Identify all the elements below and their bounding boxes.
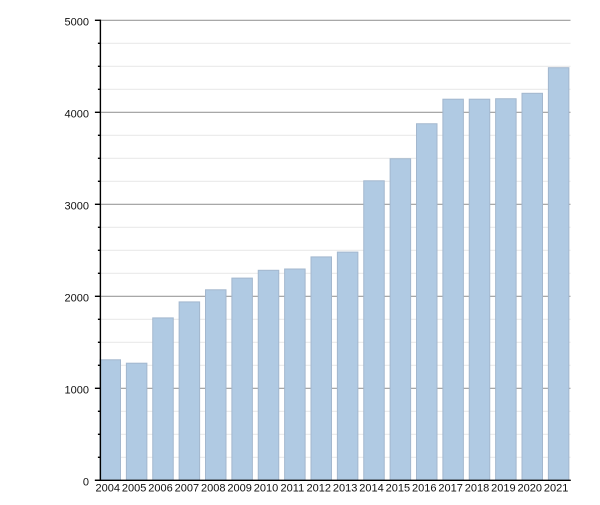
svg-text:2012: 2012 — [307, 483, 331, 495]
svg-text:2005: 2005 — [122, 483, 146, 495]
svg-text:2017: 2017 — [438, 483, 462, 495]
svg-text:2004: 2004 — [96, 483, 120, 495]
svg-text:2014: 2014 — [359, 483, 383, 495]
svg-text:2021: 2021 — [544, 483, 568, 495]
svg-text:2020: 2020 — [518, 483, 542, 495]
svg-text:3000: 3000 — [65, 200, 89, 212]
svg-text:2015: 2015 — [386, 483, 410, 495]
svg-text:2018: 2018 — [465, 483, 489, 495]
svg-text:2010: 2010 — [254, 483, 278, 495]
svg-text:2006: 2006 — [148, 483, 172, 495]
svg-text:0: 0 — [83, 476, 89, 488]
svg-text:4000: 4000 — [65, 108, 89, 120]
svg-text:2000: 2000 — [65, 292, 89, 304]
svg-text:2007: 2007 — [175, 483, 199, 495]
svg-text:2009: 2009 — [227, 483, 251, 495]
svg-text:2019: 2019 — [491, 483, 515, 495]
svg-text:2013: 2013 — [333, 483, 357, 495]
svg-text:2011: 2011 — [281, 483, 305, 495]
svg-text:1000: 1000 — [65, 384, 89, 396]
svg-text:2008: 2008 — [201, 483, 225, 495]
svg-text:5000: 5000 — [65, 16, 89, 28]
svg-text:2016: 2016 — [412, 483, 436, 495]
